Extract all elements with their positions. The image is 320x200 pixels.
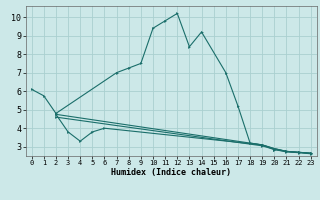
X-axis label: Humidex (Indice chaleur): Humidex (Indice chaleur) xyxy=(111,168,231,177)
